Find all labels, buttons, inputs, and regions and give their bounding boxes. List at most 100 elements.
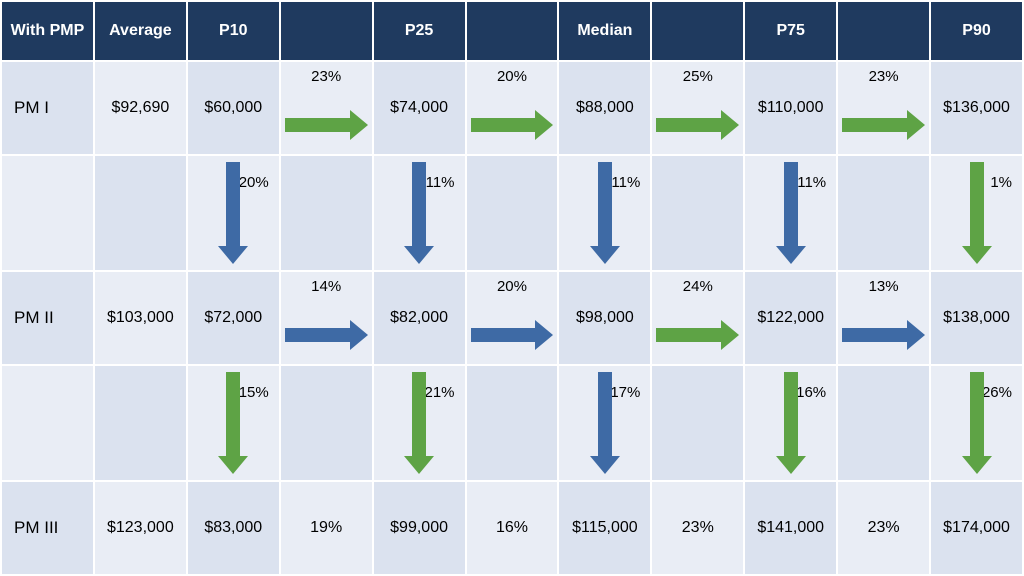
- down-arrow-icon: [218, 372, 248, 474]
- pct-label: 20%: [467, 278, 558, 295]
- pct-label: 13%: [838, 278, 929, 295]
- arrow-cell: 21%: [373, 365, 466, 481]
- arrow-cell: [837, 365, 930, 481]
- row-label-cell: PM I: [1, 61, 94, 155]
- table-cell: 19%: [280, 481, 373, 575]
- right-arrow-icon: [471, 320, 554, 350]
- header-label: With PMP: [11, 22, 85, 39]
- header-row: With PMP Average P10 P25 Median P75 P90: [1, 1, 1023, 61]
- header-cell: [837, 1, 930, 61]
- value-label: $98,000: [576, 309, 634, 326]
- pct-label: 25%: [652, 68, 743, 85]
- pct-label: 23%: [838, 68, 929, 85]
- table-cell: $82,000: [373, 271, 466, 365]
- right-arrow-icon: [842, 320, 925, 350]
- arrow-cell: [94, 155, 187, 271]
- header-cell: With PMP: [1, 1, 94, 61]
- table-cell: 23%: [837, 481, 930, 575]
- value-label: $141,000: [757, 519, 824, 536]
- value-label: $72,000: [204, 309, 262, 326]
- table-row: PM I$92,690$60,00023%$74,00020%$88,00025…: [1, 61, 1023, 155]
- value-label: 23%: [682, 519, 714, 536]
- arrow-cell: 26%: [930, 365, 1023, 481]
- value-label: $122,000: [757, 309, 824, 326]
- table-cell: $138,000: [930, 271, 1023, 365]
- right-arrow-icon: [656, 110, 739, 140]
- header-cell: P25: [373, 1, 466, 61]
- header-cell: Average: [94, 1, 187, 61]
- table-cell: $98,000: [558, 271, 651, 365]
- table-cell: $74,000: [373, 61, 466, 155]
- value-label: $110,000: [758, 99, 824, 116]
- table-cell: 23%: [837, 61, 930, 155]
- table-cell: 13%: [837, 271, 930, 365]
- value-label: $174,000: [943, 519, 1010, 536]
- arrow-cell: 11%: [373, 155, 466, 271]
- arrow-cell: [837, 155, 930, 271]
- arrow-cell: 20%: [187, 155, 280, 271]
- arrow-cell: [466, 155, 559, 271]
- row-label-cell: PM III: [1, 481, 94, 575]
- arrow-row: 20% 11% 11% 11% 1%: [1, 155, 1023, 271]
- down-arrow-icon: [776, 372, 806, 474]
- right-arrow-icon: [842, 110, 925, 140]
- pct-label: 1%: [990, 174, 1012, 191]
- value-label: $103,000: [107, 309, 174, 326]
- arrow-row: 15%21%17%16%26%: [1, 365, 1023, 481]
- salary-table: With PMP Average P10 P25 Median P75 P90 PM I $9…: [0, 0, 1024, 576]
- table-cell: 23%: [651, 481, 744, 575]
- table-cell: $99,000: [373, 481, 466, 575]
- arrow-cell: [466, 365, 559, 481]
- header-label: Average: [109, 22, 172, 39]
- value-label: $138,000: [943, 309, 1010, 326]
- value-label: $60,000: [204, 99, 262, 116]
- table-cell: $83,000: [187, 481, 280, 575]
- arrow-cell: 1%: [930, 155, 1023, 271]
- row-label: PM III: [14, 518, 58, 537]
- value-label: $99,000: [390, 519, 448, 536]
- row-label: PM II: [14, 308, 54, 327]
- value-label: $82,000: [390, 309, 448, 326]
- value-label: $83,000: [204, 519, 262, 536]
- arrow-cell: 15%: [187, 365, 280, 481]
- header-cell: Median: [558, 1, 651, 61]
- table-cell: 25%: [651, 61, 744, 155]
- right-arrow-icon: [656, 320, 739, 350]
- header-cell: [280, 1, 373, 61]
- value-label: $115,000: [572, 519, 638, 536]
- table-row: PM III$123,000$83,00019%$99,00016%$115,0…: [1, 481, 1023, 575]
- header-label: Median: [577, 22, 632, 39]
- value-label: $92,690: [111, 99, 169, 116]
- table-cell: $122,000: [744, 271, 837, 365]
- row-label: PM I: [14, 98, 49, 117]
- arrow-cell: [280, 365, 373, 481]
- down-arrow-icon: [962, 162, 992, 264]
- table-cell: 20%: [466, 61, 559, 155]
- right-arrow-icon: [285, 320, 368, 350]
- arrow-cell: 17%: [558, 365, 651, 481]
- down-arrow-icon: [590, 162, 620, 264]
- arrow-cell: 11%: [558, 155, 651, 271]
- down-arrow-icon: [404, 162, 434, 264]
- down-arrow-icon: [404, 372, 434, 474]
- header-cell: P10: [187, 1, 280, 61]
- value-label: $136,000: [943, 99, 1010, 116]
- header-label: P10: [219, 22, 247, 39]
- table-cell: $123,000: [94, 481, 187, 575]
- arrow-cell: 11%: [744, 155, 837, 271]
- table-cell: 20%: [466, 271, 559, 365]
- header-label: P90: [962, 22, 990, 39]
- table-cell: 24%: [651, 271, 744, 365]
- row-label-cell: PM II: [1, 271, 94, 365]
- table-cell: $136,000: [930, 61, 1023, 155]
- arrow-cell: [651, 155, 744, 271]
- down-arrow-icon: [962, 372, 992, 474]
- header-label: P75: [776, 22, 804, 39]
- pct-label: 23%: [281, 68, 372, 85]
- table-row: PM II$103,000$72,00014%$82,00020%$98,000…: [1, 271, 1023, 365]
- table-cell: $103,000: [94, 271, 187, 365]
- table-cell: $72,000: [187, 271, 280, 365]
- arrow-cell: [1, 155, 94, 271]
- header-cell: P75: [744, 1, 837, 61]
- arrow-cell: [1, 365, 94, 481]
